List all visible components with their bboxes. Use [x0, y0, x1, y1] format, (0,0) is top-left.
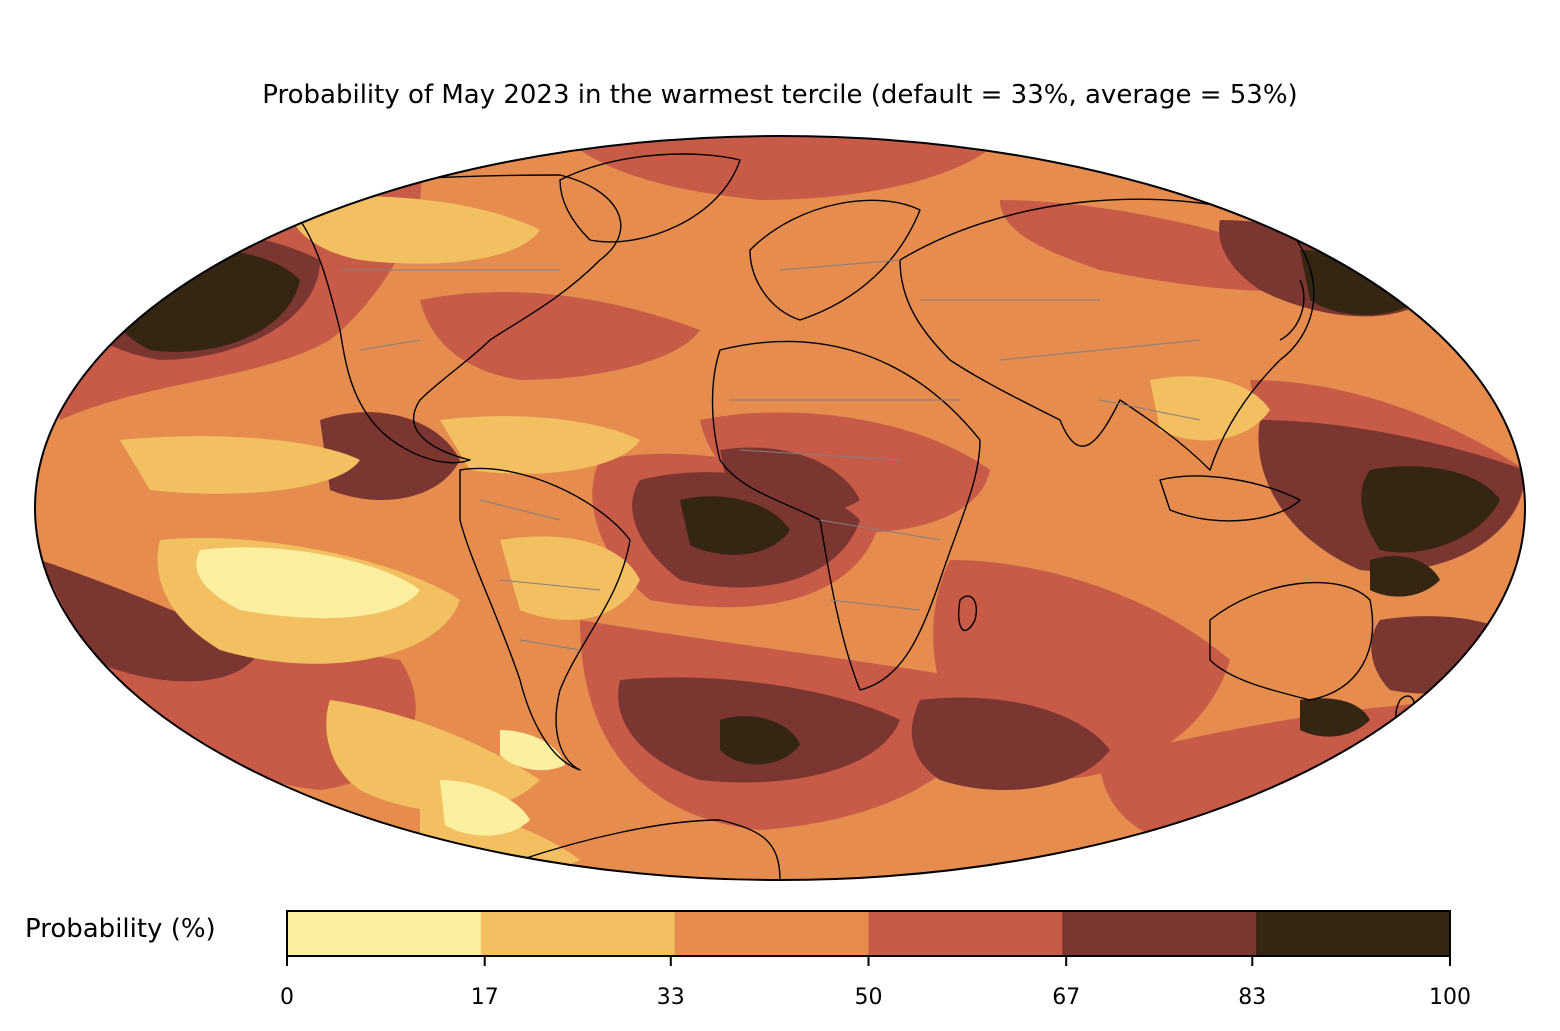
colorbar-label: Probability (%): [25, 914, 216, 944]
coastline-antarctica: [519, 819, 781, 880]
region-antarctic-palest: [500, 730, 565, 771]
colorbar-tick-label: 50: [854, 985, 883, 1010]
region-west-pacific-darkest: [1361, 466, 1500, 553]
region-southern-pacific-light: [326, 700, 540, 812]
region-south-pacific-darkest: [1370, 556, 1440, 597]
region-south-pacific-palest: [440, 780, 530, 836]
border-lines-eurasia: [779, 259, 1201, 421]
region-north-atlantic: [420, 291, 700, 380]
region-east-pacific-light: [120, 436, 360, 494]
region-arctic: [560, 136, 1000, 200]
region-central-africa-dark: [720, 447, 860, 515]
region-south-indian-dark: [911, 697, 1110, 790]
region-canada-light: [289, 196, 540, 264]
coastline-africa: [711, 340, 981, 691]
region-sw-pacific-dark: [1371, 616, 1520, 694]
coastline-madagascar: [958, 595, 977, 632]
coastline-asia: [899, 198, 1315, 471]
region-south-pacific-dark: [40, 560, 260, 682]
coastline-north-america: [299, 174, 622, 464]
region-atlantic-light: [440, 416, 640, 474]
coastline-indonesia: [1159, 475, 1301, 522]
colorbar-segment: [480, 911, 676, 956]
probability-map: [34, 135, 1526, 881]
colorbar-tick-label: 100: [1429, 985, 1471, 1010]
coastline-south-america: [459, 467, 631, 771]
colorbar-segment: [1062, 911, 1257, 956]
region-asia-light: [1150, 376, 1270, 441]
colorbar-tick-label: 67: [1052, 985, 1081, 1010]
colorbar-tick-label: 83: [1238, 985, 1267, 1010]
border-lines-americas: [340, 269, 601, 651]
coastline-europe: [749, 199, 921, 321]
map-title: Probability of May 2023 in the warmest t…: [262, 80, 1298, 110]
border-lines-africa: [730, 399, 960, 611]
region-tropical-atlantic-dark: [320, 412, 460, 500]
colorbar-segment: [674, 911, 869, 956]
coastline-japan: [1279, 279, 1305, 341]
colorbar-frame: [286, 910, 1451, 957]
colorbar-segment: [868, 911, 1063, 956]
colorbar-tick-label: 33: [656, 985, 685, 1010]
coastline-australia: [1209, 581, 1374, 701]
region-south-america-light: [500, 536, 640, 620]
region-sw-pacific-darkest: [1300, 698, 1370, 737]
colorbar-segment: [1256, 911, 1451, 956]
region-gulf-of-guinea-darkest: [680, 496, 790, 555]
colorbar-tick-label: 17: [470, 985, 499, 1010]
region-south-atlantic-darkest: [720, 716, 800, 765]
region-nw-pacific-darkest: [1300, 250, 1420, 315]
coastline-greenland: [559, 153, 741, 243]
region-southeast-pacific-palest: [196, 547, 420, 619]
globe-outline: [34, 135, 1526, 881]
colorbar-tick-label: 0: [280, 985, 294, 1010]
colorbar-segment: [287, 911, 482, 956]
